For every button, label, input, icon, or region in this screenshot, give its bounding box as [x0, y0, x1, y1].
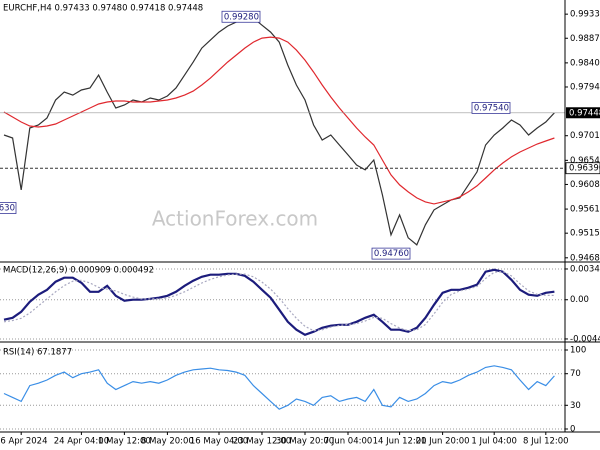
x-tick-label: 24 Apr 04:00	[54, 437, 109, 447]
last-price-box	[566, 107, 600, 119]
x-tick-label: 8 Jul 12:00	[523, 437, 569, 447]
y-tick-label: 30	[570, 401, 581, 411]
x-tick-label: 21 Jun 20:00	[416, 437, 470, 447]
x-tick-label: 8 May 20:00	[141, 437, 194, 447]
x-tick-label: 1 May 12:00	[98, 437, 151, 447]
x-tick-label: 30 May 20:00	[276, 437, 334, 447]
x-tick-label: 16 Apr 2024	[0, 437, 47, 447]
annotation-box	[371, 247, 411, 260]
x-tick-label: 23 May 12:00	[233, 437, 291, 447]
macd-line	[3, 268, 555, 337]
reference-label-box	[565, 162, 600, 175]
moving-average	[3, 36, 555, 205]
annotation-box	[0, 202, 17, 214]
last-price-label: 0.97448	[569, 108, 600, 118]
annotation-label: 630	[0, 204, 15, 214]
y-tick-label: 0	[570, 424, 575, 434]
y-tick-label: 0.00	[570, 295, 589, 305]
x-tick-label: 14 Jun 12:00	[373, 437, 427, 447]
price-line	[3, 17, 555, 246]
rsi-line	[3, 365, 555, 410]
y-tick-label: 0.94680	[570, 253, 600, 263]
signal-line	[3, 270, 555, 332]
annotation-box	[221, 10, 261, 23]
x-tick-label: 16 May 04:00	[190, 437, 248, 447]
annotation-label: 0.97540	[474, 103, 509, 113]
annotation-box	[471, 102, 511, 114]
annotation-label: 0.99280	[224, 12, 259, 22]
y-tick-label: 100	[570, 346, 586, 356]
panel-title: MACD(12,26,9) 0.000909 0.000492	[3, 266, 154, 276]
y-tick-label: -0.004436	[570, 334, 600, 344]
watermark: ActionForex.com	[152, 207, 318, 231]
y-tick-label: 70	[570, 369, 581, 379]
panel-title: RSI(14) 67.1877	[3, 348, 72, 358]
panel-title: EURCHF,H4 0.97433 0.97480 0.97418 0.9744…	[3, 4, 203, 14]
x-tick-label: 7 Jun 04:00	[324, 437, 373, 447]
y-tick-label: 0.003481	[570, 264, 600, 274]
x-tick-label: 1 Jul 04:00	[471, 437, 517, 447]
annotation-label: 0.94760	[374, 249, 409, 259]
